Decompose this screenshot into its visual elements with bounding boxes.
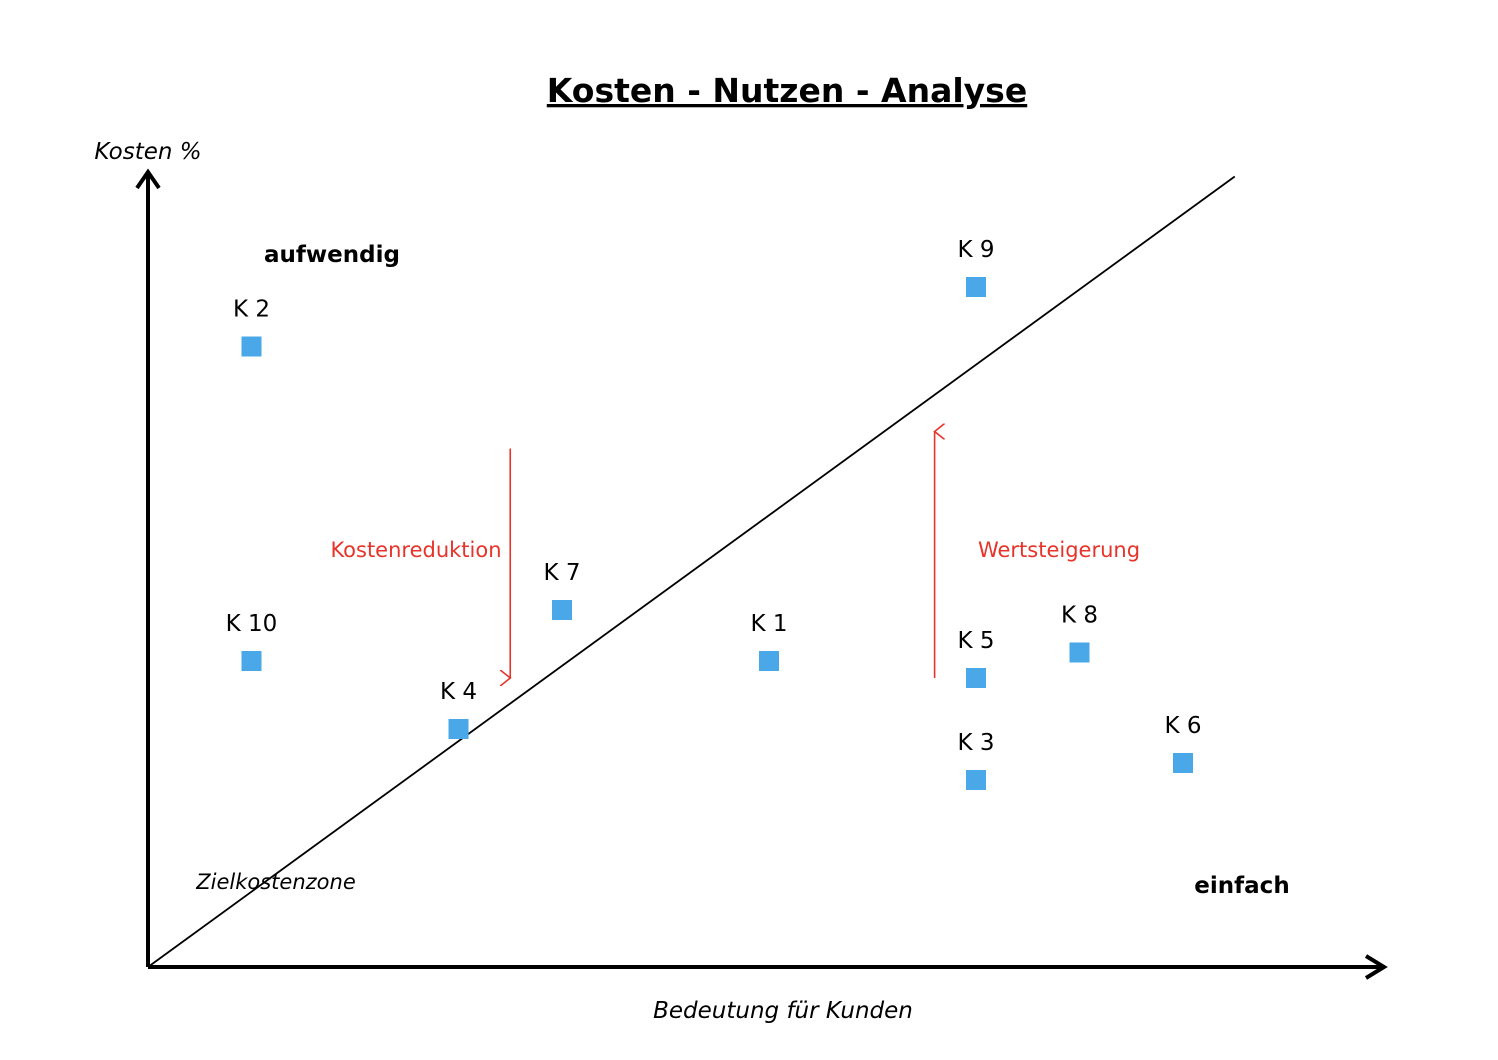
data-point-k6	[1173, 753, 1193, 773]
data-point-k1	[759, 651, 779, 671]
data-label-k4: K 4	[440, 679, 477, 705]
data-point-k3	[966, 770, 986, 790]
data-point-k9	[966, 277, 986, 297]
data-label-k10: K 10	[226, 611, 278, 637]
data-label-k2: K 2	[233, 297, 270, 323]
data-point-k4	[448, 719, 469, 739]
target-cost-diagonal	[147, 175, 1236, 968]
data-point-k5	[966, 668, 986, 688]
data-label-k6: K 6	[1164, 713, 1201, 739]
data-point-k2	[241, 336, 262, 357]
y-axis-label: Kosten %	[94, 139, 201, 165]
data-label-k8: K 8	[1061, 603, 1098, 629]
data-point-k7	[552, 600, 572, 620]
label-aufwendig: aufwendig	[264, 242, 400, 268]
y-axis-arrowhead	[135, 168, 161, 190]
data-points: K 1 K 2 K 3 K 4 K 5 K 6 K 7 K 8 K 9 K 10	[226, 237, 1202, 790]
chart-title: Kosten - Nutzen - Analyse	[547, 71, 1027, 110]
data-label-k7: K 7	[543, 560, 580, 586]
label-einfach: einfach	[1194, 873, 1289, 899]
label-kostenreduktion: Kostenreduktion	[330, 538, 501, 562]
data-point-k8	[1069, 642, 1090, 663]
data-label-k9: K 9	[957, 237, 994, 263]
label-zielkostenzone: Zielkostenzone	[195, 870, 356, 894]
data-label-k5: K 5	[957, 628, 994, 654]
data-point-k10	[241, 651, 262, 671]
x-axis-arrowhead	[1364, 954, 1388, 980]
data-label-k1: K 1	[750, 611, 787, 637]
data-label-k3: K 3	[957, 730, 994, 756]
label-wertsteigerung: Wertsteigerung	[978, 538, 1140, 562]
x-axis-label: Bedeutung für Kunden	[653, 998, 913, 1024]
